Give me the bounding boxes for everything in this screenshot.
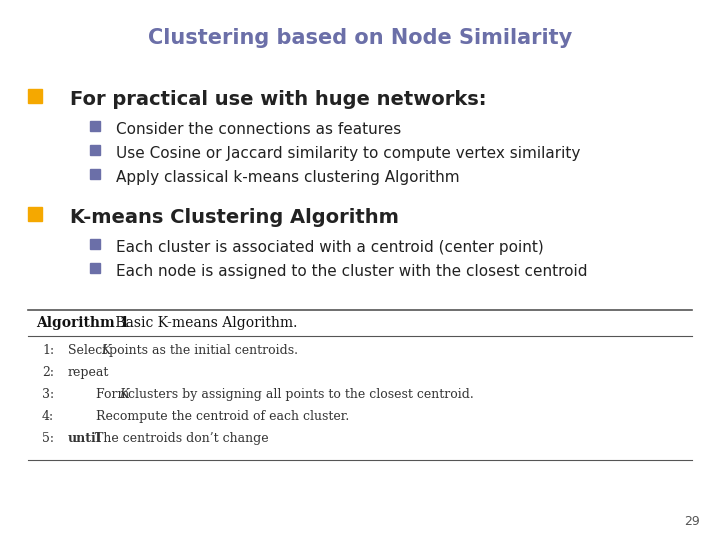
Text: K-means Clustering Algorithm: K-means Clustering Algorithm [70, 208, 399, 227]
Bar [90, 239, 100, 249]
Text: Form: Form [96, 388, 133, 401]
Bar [90, 122, 100, 131]
Bar [28, 89, 42, 103]
Text: points as the initial centroids.: points as the initial centroids. [105, 344, 299, 357]
Text: The centroids don’t change: The centroids don’t change [91, 432, 269, 445]
Text: 3:: 3: [42, 388, 54, 401]
Text: Use Cosine or Jaccard similarity to compute vertex similarity: Use Cosine or Jaccard similarity to comp… [116, 146, 580, 161]
Bar [90, 145, 100, 156]
Text: Clustering based on Node Similarity: Clustering based on Node Similarity [148, 28, 572, 48]
Text: 1:: 1: [42, 344, 54, 357]
Text: Basic K-means Algorithm.: Basic K-means Algorithm. [111, 316, 297, 330]
Text: 4:: 4: [42, 410, 54, 423]
Bar [28, 207, 42, 221]
Text: clusters by assigning all points to the closest centroid.: clusters by assigning all points to the … [124, 388, 474, 401]
Bar [90, 264, 100, 273]
Bar [90, 170, 100, 179]
Text: Algorithm 1: Algorithm 1 [36, 316, 130, 330]
Text: 5:: 5: [42, 432, 54, 445]
Text: K: K [101, 344, 110, 357]
Text: 2:: 2: [42, 366, 54, 379]
Text: Each cluster is associated with a centroid (center point): Each cluster is associated with a centro… [116, 240, 544, 255]
Text: 29: 29 [684, 515, 700, 528]
Text: Recompute the centroid of each cluster.: Recompute the centroid of each cluster. [96, 410, 349, 423]
Text: Select: Select [68, 344, 112, 357]
Text: until: until [68, 432, 102, 445]
Text: Each node is assigned to the cluster with the closest centroid: Each node is assigned to the cluster wit… [116, 264, 588, 279]
Text: Apply classical k-means clustering Algorithm: Apply classical k-means clustering Algor… [116, 170, 459, 185]
Text: For practical use with huge networks:: For practical use with huge networks: [70, 90, 487, 109]
Text: Consider the connections as features: Consider the connections as features [116, 122, 401, 137]
Text: repeat: repeat [68, 366, 109, 379]
Text: K: K [120, 388, 129, 401]
